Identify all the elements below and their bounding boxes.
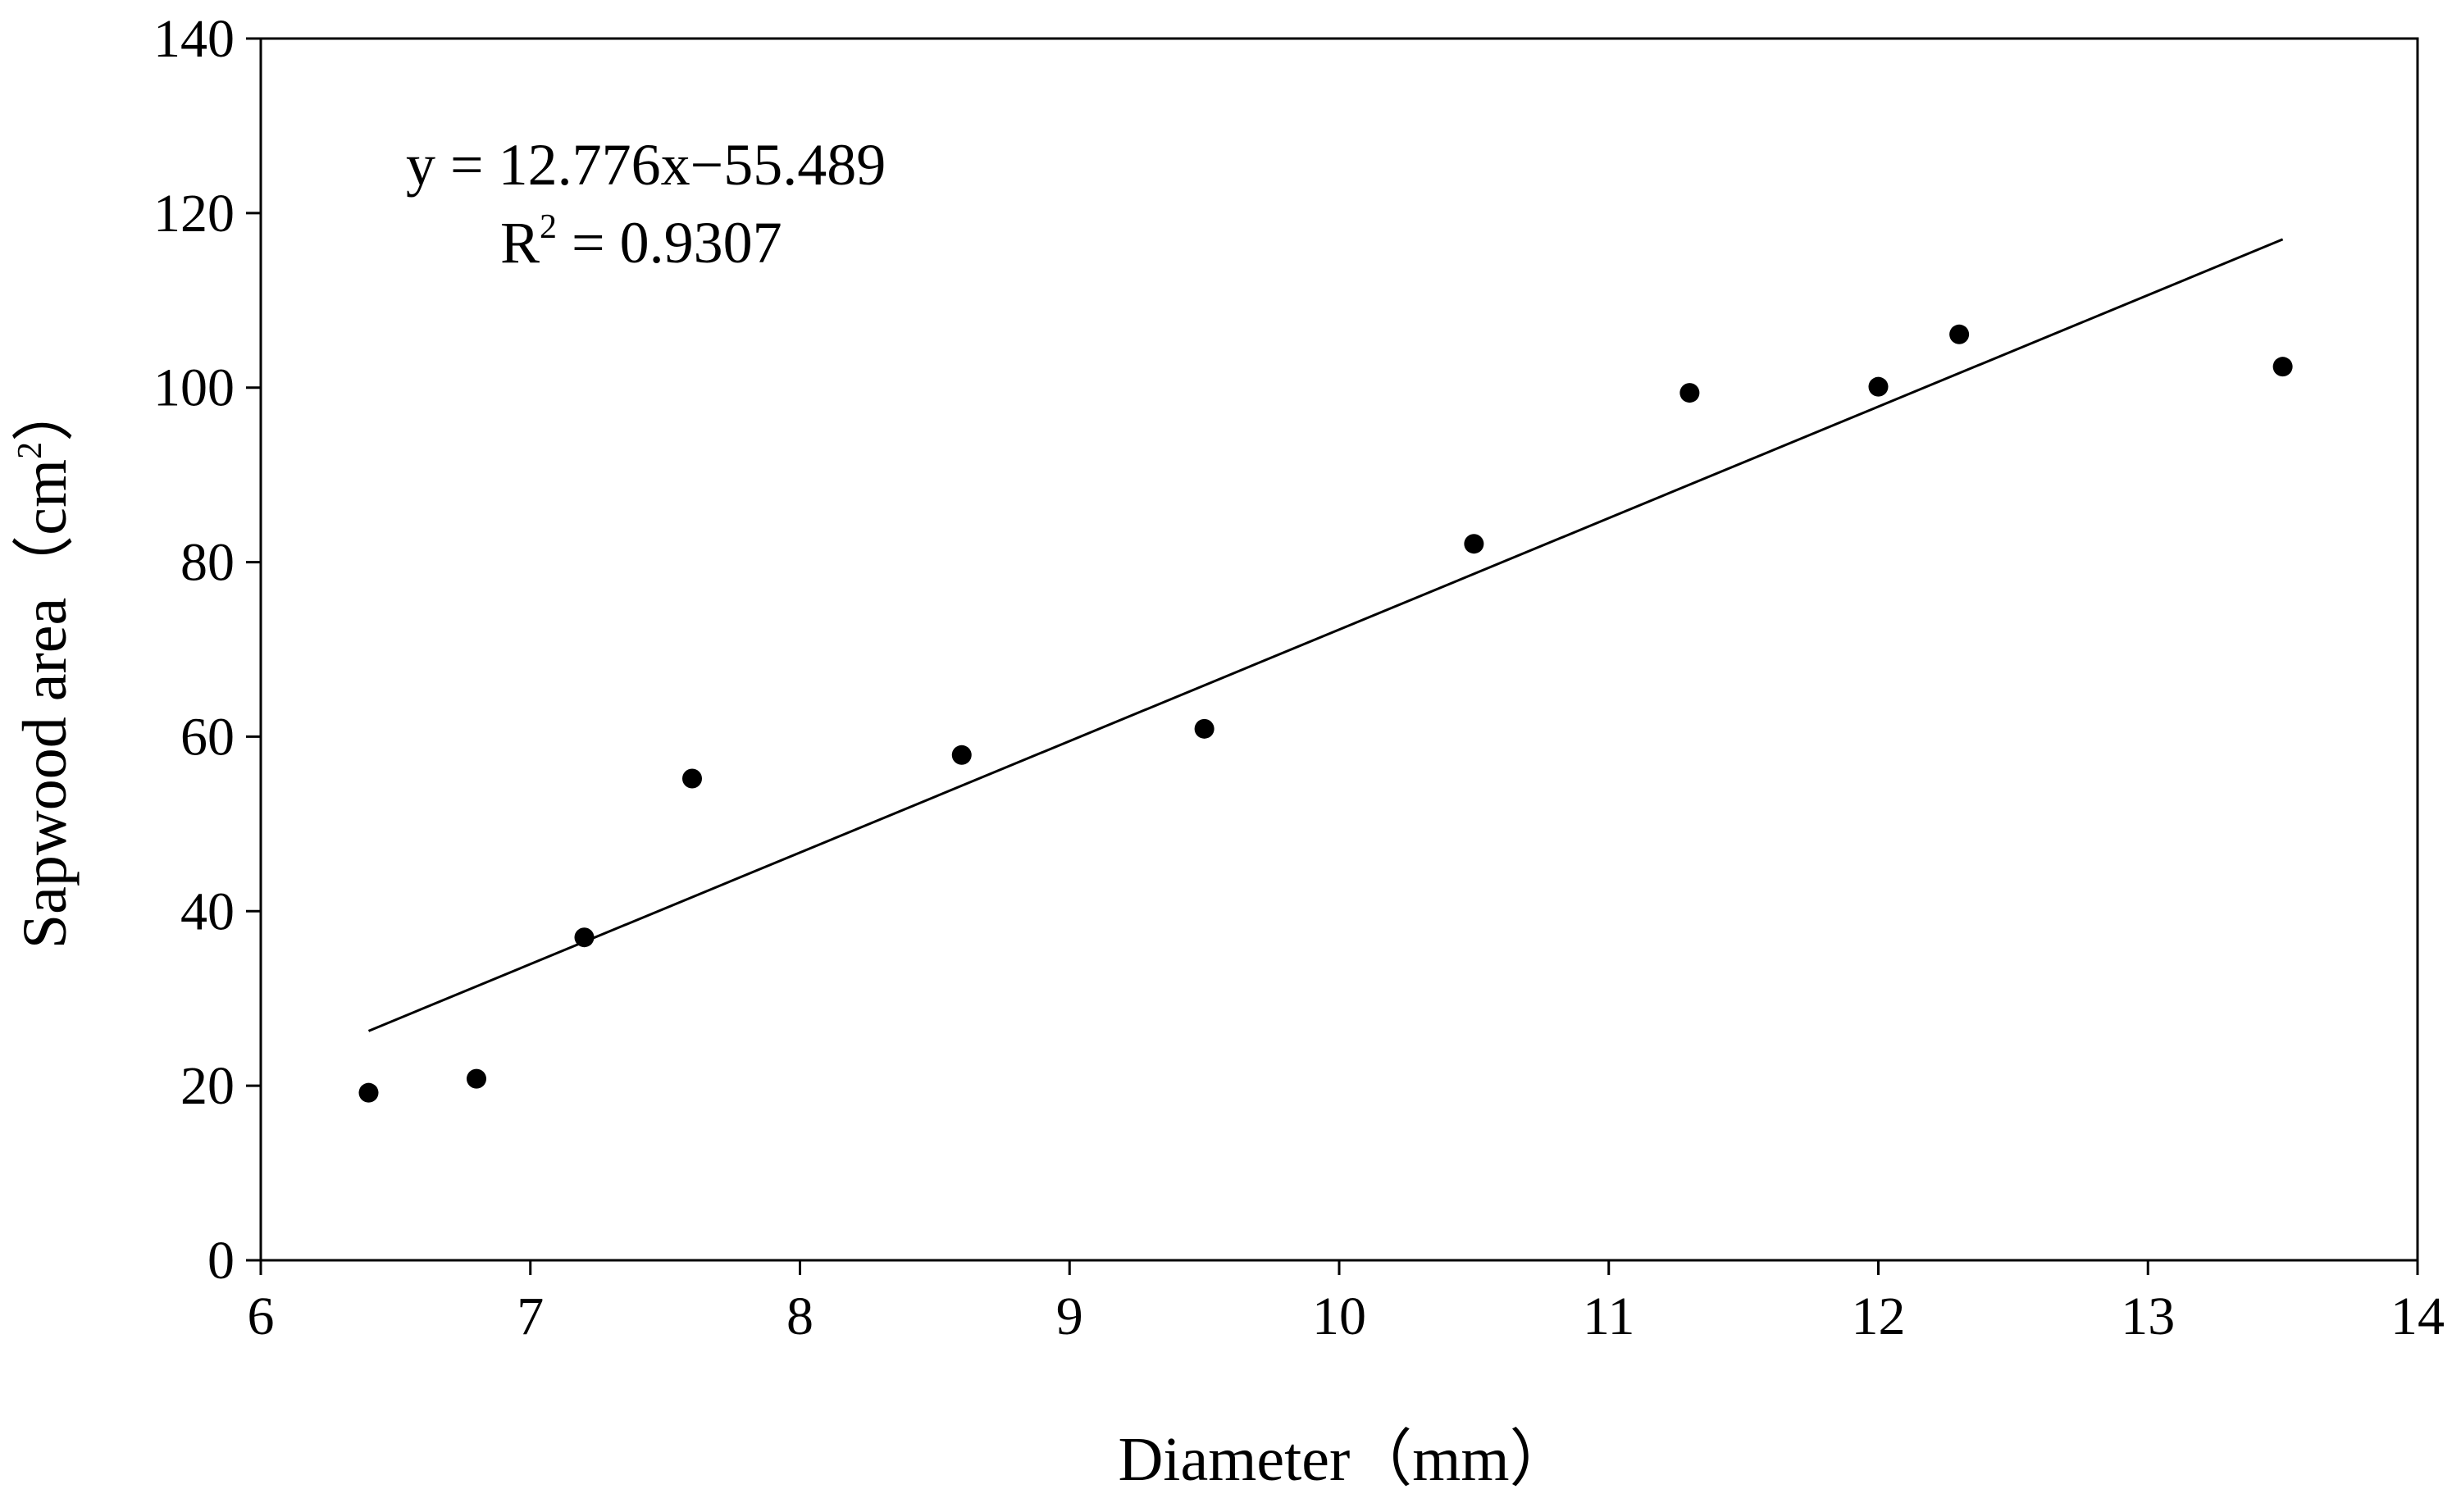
x-axis-ticks: 6 7 8 9 10 11 12 13 14 <box>248 1260 2445 1346</box>
data-points <box>358 324 2293 1103</box>
y-tick-label: 0 <box>207 1231 235 1291</box>
y-tick-label: 60 <box>180 707 235 767</box>
y-tick-label: 20 <box>180 1056 235 1116</box>
data-point <box>2272 357 2293 377</box>
x-axis-title: Diameter（mm） <box>1119 1425 1572 1494</box>
x-tick-label: 11 <box>1583 1287 1635 1346</box>
y-tick-label: 100 <box>153 358 235 418</box>
data-point <box>951 745 972 765</box>
x-tick-label: 14 <box>2390 1287 2445 1346</box>
x-tick-label: 13 <box>2121 1287 2175 1346</box>
y-tick-label: 140 <box>153 9 235 69</box>
data-point <box>1949 324 1970 344</box>
y-tick-label: 80 <box>180 533 235 593</box>
x-tick-label: 10 <box>1312 1287 1366 1346</box>
y-tick-label: 40 <box>180 881 235 941</box>
data-point <box>574 927 595 948</box>
x-tick-label: 9 <box>1056 1287 1083 1346</box>
data-point <box>1679 383 1700 403</box>
y-axis-ticks: 0 20 40 60 80 100 120 140 <box>153 9 261 1291</box>
data-point <box>1868 376 1889 397</box>
r-squared-label: R2 = 0.9307 <box>500 208 782 276</box>
equation-label: y = 12.776x−55.489 <box>406 132 886 198</box>
x-tick-label: 8 <box>786 1287 813 1346</box>
x-tick-label: 12 <box>1852 1287 1906 1346</box>
trend-line <box>367 238 2284 1032</box>
y-tick-label: 120 <box>153 184 235 244</box>
data-point <box>358 1082 379 1103</box>
data-point <box>1464 534 1484 554</box>
x-tick-label: 6 <box>248 1287 275 1346</box>
data-point <box>467 1068 486 1089</box>
data-point <box>682 768 702 789</box>
data-point <box>1194 718 1215 739</box>
y-axis-title: Sapwood area（cm2） <box>11 380 80 949</box>
x-tick-label: 7 <box>517 1287 544 1346</box>
